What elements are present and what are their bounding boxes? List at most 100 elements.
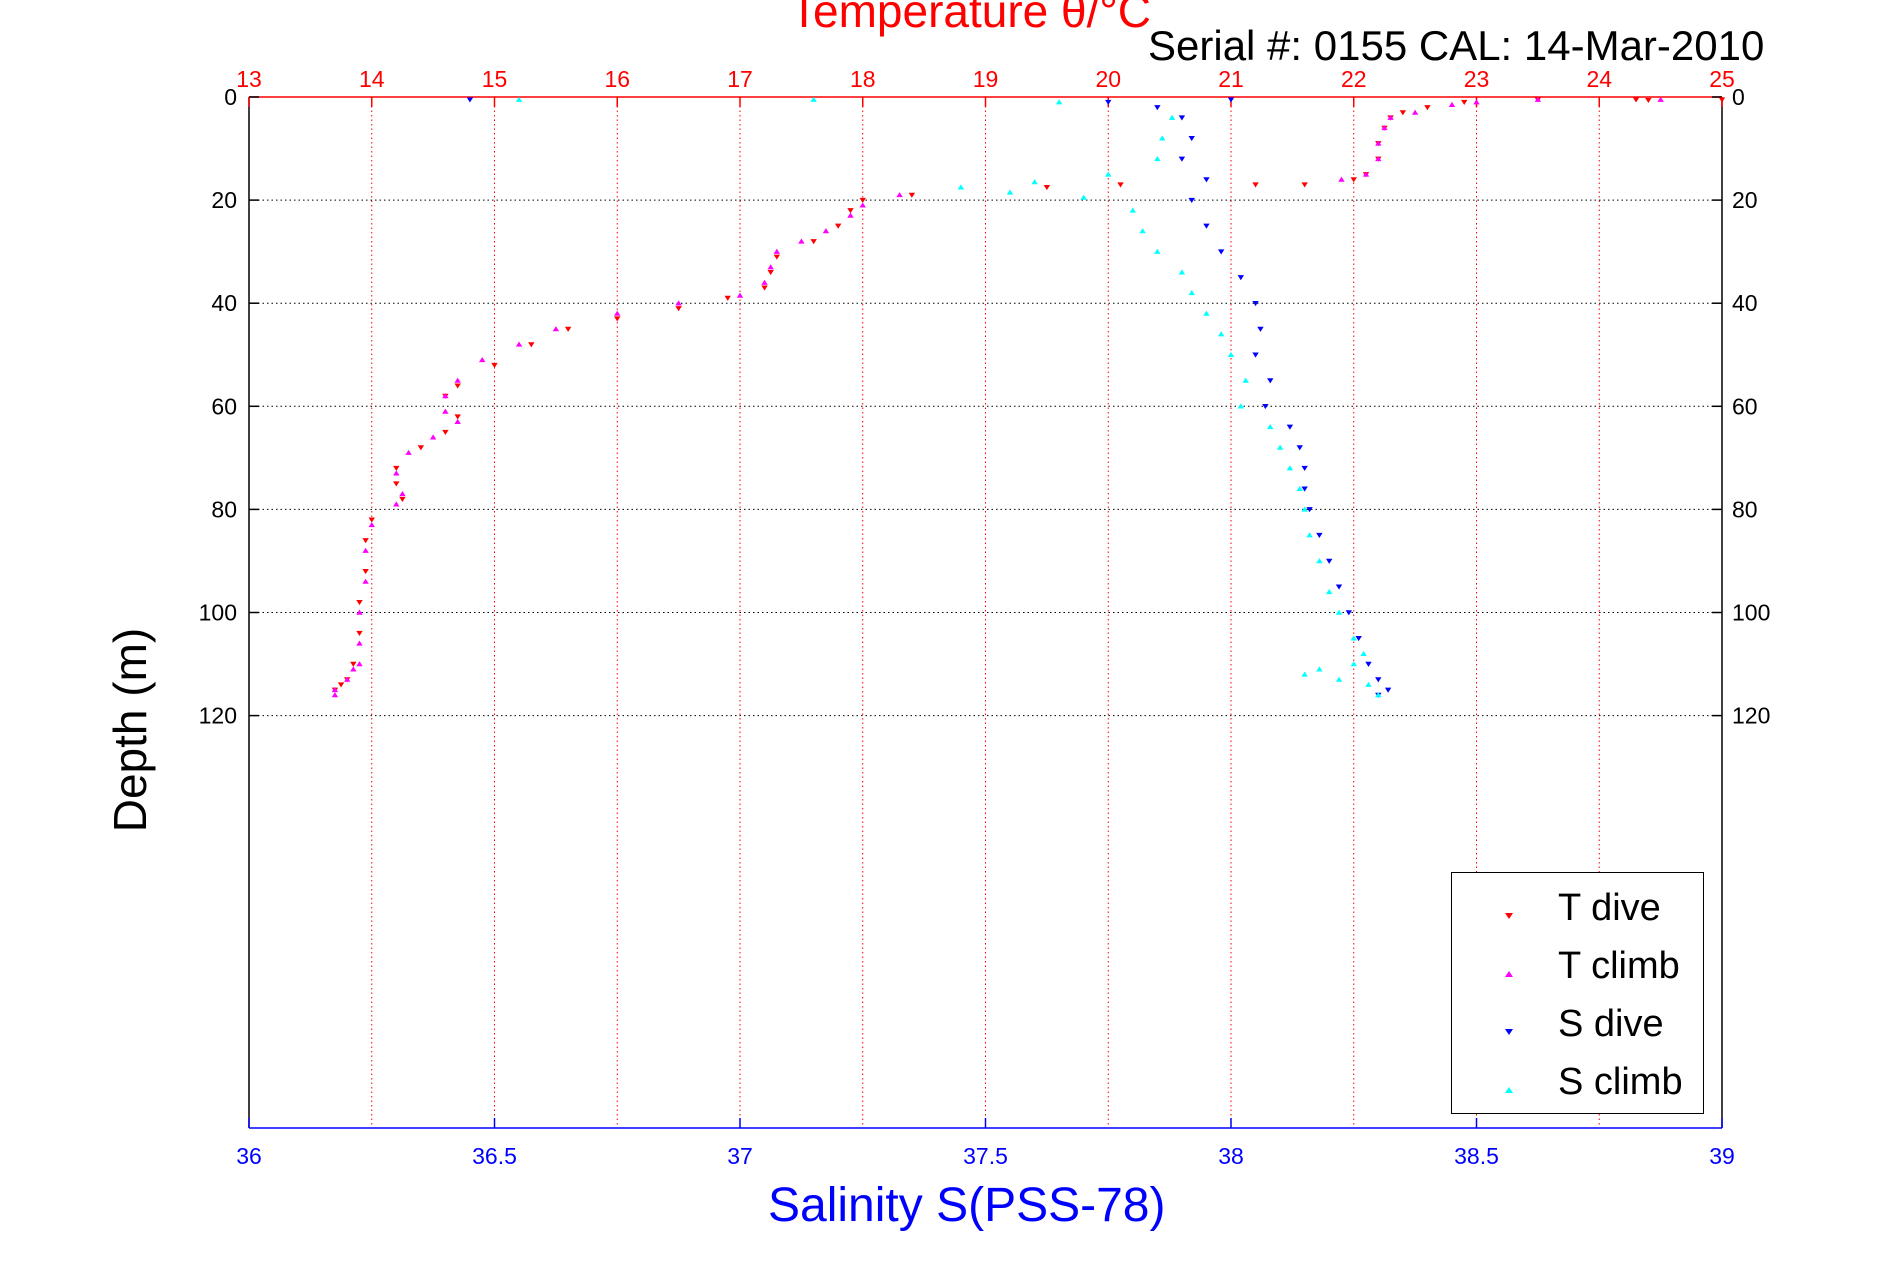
data-point [957, 184, 965, 190]
data-point [1360, 650, 1367, 656]
salinity-tick-label: 38.5 [1454, 1143, 1499, 1169]
data-point [908, 192, 916, 198]
temperature-tick-label: 25 [1709, 66, 1735, 92]
data-point [362, 547, 369, 553]
serial-info: Serial #: 0155 CAL: 14-Mar-2010 [1148, 22, 1765, 69]
data-point [1252, 352, 1259, 358]
data-point [1296, 485, 1303, 492]
data-point [368, 521, 375, 528]
salinity-tick-label: 37.5 [963, 1143, 1008, 1169]
data-point [1031, 179, 1038, 185]
data-point [1375, 140, 1382, 146]
data-point [1178, 269, 1186, 275]
data-point [761, 285, 768, 291]
temperature-tick-label: 19 [973, 66, 999, 92]
salinity-tick-label: 39 [1709, 1143, 1735, 1169]
data-point [810, 96, 817, 102]
data-point [835, 223, 842, 229]
data-point [515, 96, 523, 102]
data-point [417, 445, 425, 451]
data-point [479, 357, 486, 363]
data-point [859, 202, 866, 208]
data-point [1252, 182, 1259, 188]
depth-tick-label-right: 60 [1732, 393, 1758, 419]
depth-tick-label-left: 0 [224, 84, 237, 110]
data-point [1203, 310, 1210, 316]
data-point [761, 279, 768, 285]
data-point [1262, 404, 1269, 410]
salinity-tick-label: 36 [236, 1143, 262, 1169]
legend-item-t-climb: T climb [1452, 939, 1703, 995]
data-point [1139, 228, 1146, 234]
data-point [454, 377, 461, 383]
data-point [1461, 99, 1468, 106]
data-point [1381, 125, 1388, 131]
data-point [1301, 506, 1308, 512]
data-point [442, 393, 449, 399]
data-point [1286, 424, 1294, 430]
y-axis-title: Depth (m) [104, 627, 156, 833]
data-point [331, 692, 339, 698]
data-point [1188, 136, 1195, 142]
data-point [1296, 445, 1303, 451]
data-point [1632, 97, 1640, 103]
data-point [1355, 636, 1362, 642]
temperature-tick-label: 13 [236, 66, 262, 92]
depth-tick-label-left: 40 [211, 290, 237, 316]
temperature-tick-label: 22 [1341, 66, 1367, 92]
triangle-down-icon [1505, 1029, 1513, 1035]
depth-tick-label-left: 80 [211, 496, 237, 522]
data-point [1154, 155, 1161, 162]
data-point [1242, 377, 1249, 383]
data-point [491, 362, 498, 368]
axes-frame [248, 96, 1723, 1129]
data-point [1301, 182, 1308, 188]
data-point [1335, 676, 1343, 682]
data-point [1217, 331, 1225, 337]
legend-label: S dive [1558, 1003, 1664, 1045]
data-point [1411, 109, 1419, 115]
data-point [675, 300, 682, 306]
data-point [1129, 207, 1136, 213]
depth-tick-label-left: 100 [199, 600, 237, 626]
data-point [362, 538, 369, 544]
data-point [344, 676, 351, 682]
data-point [1267, 424, 1274, 430]
data-point [1055, 99, 1063, 105]
legend-label: T climb [1558, 945, 1680, 987]
data-point [356, 640, 363, 646]
data-point [1043, 184, 1051, 191]
depth-tick-label-right: 100 [1732, 600, 1770, 626]
temperature-tick-label: 24 [1586, 66, 1612, 92]
data-point [1448, 101, 1456, 107]
data-point [429, 434, 437, 440]
data-point [1203, 177, 1210, 183]
data-point [1301, 465, 1308, 472]
data-point [1718, 97, 1726, 103]
data-point [1362, 171, 1370, 177]
data-point [442, 408, 449, 414]
data-point [1105, 99, 1112, 106]
data-point [1424, 105, 1431, 111]
data-point [1159, 135, 1166, 141]
data-point [1326, 558, 1333, 564]
data-point [350, 661, 357, 667]
data-point [1384, 687, 1392, 693]
data-point [822, 228, 830, 234]
data-point [1306, 532, 1313, 538]
data-point [1154, 105, 1161, 111]
data-point [528, 342, 535, 348]
temperature-tick-label: 21 [1218, 66, 1244, 92]
series-t-climb [331, 96, 1664, 698]
data-point [1316, 532, 1323, 539]
salinity-tick-label: 38 [1218, 1143, 1244, 1169]
salinity-tick-label: 36.5 [472, 1143, 517, 1169]
data-point [1350, 635, 1357, 641]
temperature-tick-label: 20 [1095, 66, 1121, 92]
data-point [1257, 326, 1264, 332]
data-point [362, 578, 369, 584]
data-point [356, 661, 363, 667]
data-point [798, 238, 805, 244]
data-point [1227, 351, 1235, 357]
data-point [773, 254, 781, 260]
